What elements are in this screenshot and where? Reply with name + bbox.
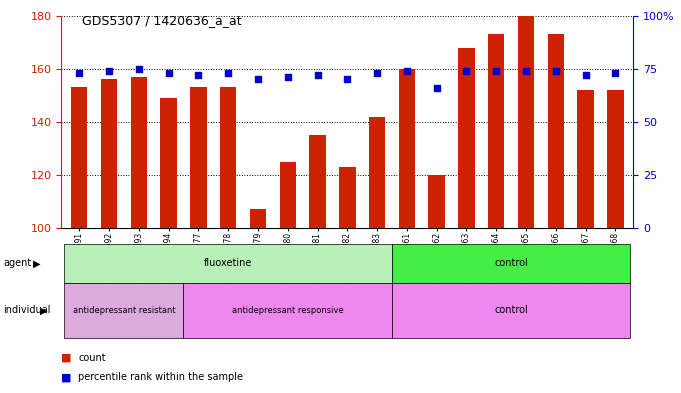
Bar — [64, 244, 392, 283]
Point — [312, 72, 323, 78]
Point — [580, 72, 591, 78]
Text: individual: individual — [3, 305, 51, 316]
Point — [74, 70, 84, 76]
Point — [163, 70, 174, 76]
Bar — [309, 135, 326, 228]
Text: fluoxetine: fluoxetine — [204, 258, 253, 268]
Text: ■: ■ — [61, 372, 72, 382]
Point — [610, 70, 621, 76]
Text: agent: agent — [3, 258, 31, 268]
Point — [372, 70, 383, 76]
Bar — [428, 175, 445, 228]
Point — [431, 85, 442, 91]
Bar — [131, 77, 147, 228]
Bar — [488, 34, 505, 228]
Bar — [518, 16, 535, 228]
Bar — [398, 69, 415, 228]
Point — [402, 68, 413, 74]
Bar — [64, 283, 183, 338]
Point — [282, 74, 293, 81]
Text: ▶: ▶ — [33, 258, 40, 268]
Text: ■: ■ — [61, 353, 72, 363]
Text: control: control — [494, 305, 528, 316]
Point — [104, 68, 114, 74]
Bar — [392, 244, 631, 283]
Bar — [190, 87, 206, 228]
Bar — [548, 34, 564, 228]
Point — [253, 76, 264, 83]
Bar — [220, 87, 236, 228]
Bar — [250, 209, 266, 228]
Text: percentile rank within the sample: percentile rank within the sample — [78, 372, 243, 382]
Text: ▶: ▶ — [39, 305, 47, 316]
Text: antidepressant resistant: antidepressant resistant — [73, 306, 175, 315]
Bar — [607, 90, 624, 228]
Point — [520, 68, 531, 74]
Bar — [577, 90, 594, 228]
Point — [193, 72, 204, 78]
Text: antidepressant responsive: antidepressant responsive — [232, 306, 344, 315]
Point — [223, 70, 234, 76]
Bar — [183, 283, 392, 338]
Point — [491, 68, 502, 74]
Text: control: control — [494, 258, 528, 268]
Point — [461, 68, 472, 74]
Point — [550, 68, 561, 74]
Bar — [279, 162, 296, 228]
Bar — [160, 98, 177, 228]
Bar — [101, 79, 117, 228]
Bar — [71, 87, 87, 228]
Text: count: count — [78, 353, 106, 363]
Point — [342, 76, 353, 83]
Bar — [458, 48, 475, 228]
Text: GDS5307 / 1420636_a_at: GDS5307 / 1420636_a_at — [82, 14, 241, 27]
Bar — [369, 116, 385, 228]
Bar — [392, 283, 631, 338]
Bar — [339, 167, 355, 228]
Point — [133, 66, 144, 72]
